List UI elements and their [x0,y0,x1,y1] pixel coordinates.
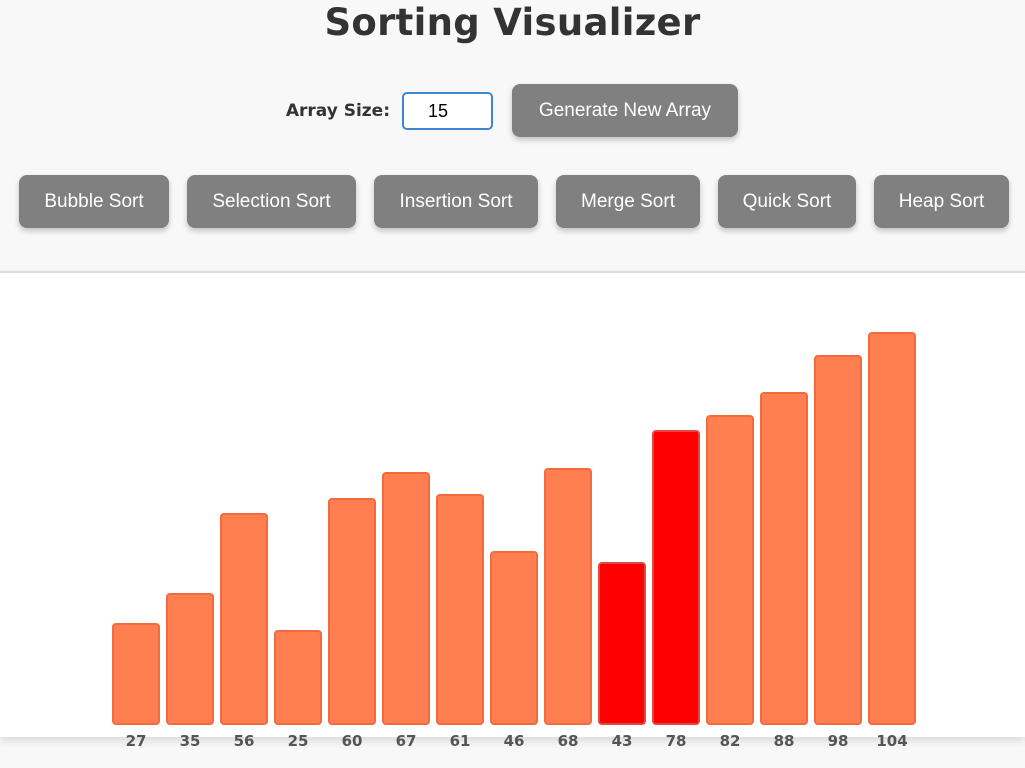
array-bar [166,593,214,725]
array-bar [220,513,268,725]
bar-value-label: 104 [876,732,908,750]
array-bar [760,392,808,725]
array-bar [112,623,160,725]
insertion-sort-button[interactable]: Insertion Sort [374,175,538,228]
array-bar [868,332,916,725]
array-bar [382,472,430,725]
array-bar [814,355,862,725]
array-bar [652,430,700,725]
bar-value-label: 98 [827,732,849,750]
merge-sort-button[interactable]: Merge Sort [556,175,700,228]
bar-value-label: 68 [557,732,579,750]
array-bar [274,630,322,725]
array-bar [328,498,376,725]
bar-value-label: 82 [719,732,741,750]
bar-value-label: 43 [611,732,633,750]
array-bar [490,551,538,725]
bar-value-label: 46 [503,732,525,750]
generate-new-array-button[interactable]: Generate New Array [512,84,738,137]
array-bar [598,562,646,725]
bar-value-label: 27 [125,732,147,750]
array-visualization: 27 35 56 25 60 67 61 46 68 43 78 82 88 98 104 [0,271,1025,750]
bar-value-label: 35 [179,732,201,750]
quick-sort-button[interactable]: Quick Sort [718,175,856,228]
bar-value-label: 61 [449,732,471,750]
bar-value-label: 60 [341,732,363,750]
page-title: Sorting Visualizer [324,1,701,44]
array-size-label: Array Size: [285,101,390,121]
selection-sort-button[interactable]: Selection Sort [187,175,356,228]
array-bar [436,494,484,725]
array-bar [706,415,754,725]
heap-sort-button[interactable]: Heap Sort [874,175,1009,228]
bar-value-label: 56 [233,732,255,750]
bar-value-label: 78 [665,732,687,750]
bar-value-label: 88 [773,732,795,750]
bar-value-label: 67 [395,732,417,750]
bubble-sort-button[interactable]: Bubble Sort [19,175,169,228]
array-size-input[interactable] [402,92,493,130]
array-bar [544,468,592,725]
bar-value-label: 25 [287,732,309,750]
